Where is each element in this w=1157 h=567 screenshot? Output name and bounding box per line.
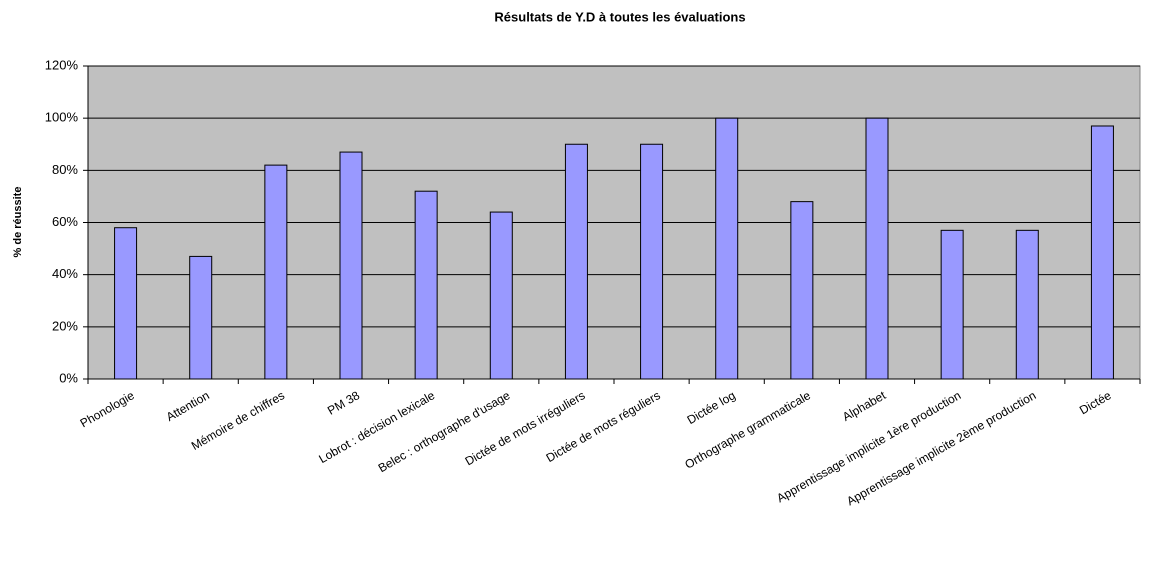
y-tick-label: 40%: [52, 266, 78, 281]
bar: [564, 143, 588, 380]
bar: [940, 229, 964, 380]
bar: [339, 151, 363, 380]
bar: [790, 201, 814, 380]
x-tick-label: Attention: [164, 388, 212, 424]
y-axis-label: % de réussite: [12, 187, 24, 258]
bar: [1090, 125, 1114, 380]
bar: [1015, 229, 1039, 380]
chart-title: Résultats de Y.D à toutes les évaluation…: [494, 9, 745, 24]
bar: [264, 164, 288, 380]
bar: [414, 190, 438, 380]
x-tick-label: Dictée de mots irréguliers: [463, 388, 588, 468]
bar: [489, 211, 513, 380]
bar: [715, 117, 739, 380]
x-tick-label: PM 38: [325, 388, 362, 418]
bar: [640, 143, 664, 380]
x-tick-label: Alphabet: [840, 388, 889, 424]
y-tick-label: 80%: [52, 162, 78, 177]
x-tick-label: Dictée: [1077, 388, 1114, 417]
y-tick-label: 0%: [59, 370, 78, 385]
y-tick-label: 60%: [52, 214, 78, 229]
x-tick-label: Belec : orthographe d'usage: [376, 388, 513, 475]
x-tick-label: Dictée log: [685, 388, 738, 427]
y-tick-label: 20%: [52, 318, 78, 333]
y-tick-label: 100%: [45, 110, 79, 125]
y-tick-label: 120%: [45, 57, 79, 72]
bar: [865, 117, 889, 380]
x-tick-label: Orthographe grammaticale: [682, 388, 813, 472]
bar: [114, 227, 138, 380]
x-tick-label: Phonologie: [78, 388, 137, 430]
bar: [189, 255, 213, 380]
